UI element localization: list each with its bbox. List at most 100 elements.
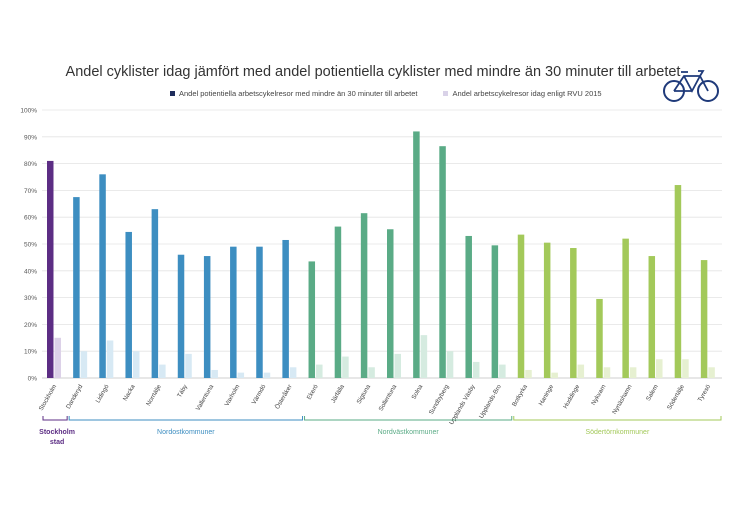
bar-potential xyxy=(674,185,682,378)
y-tick-label: 100% xyxy=(20,108,37,115)
x-tick-label: Lidingö xyxy=(94,383,110,404)
bar-potential xyxy=(151,209,159,378)
bar-potential xyxy=(360,213,368,378)
x-tick-label: Sundbyberg xyxy=(428,383,451,416)
bar-current xyxy=(289,367,297,378)
bar-current xyxy=(603,367,611,378)
group-bracket xyxy=(304,416,513,421)
bar-current xyxy=(472,361,480,378)
bar-current xyxy=(132,351,140,378)
bar-potential xyxy=(491,245,499,378)
y-tick-label: 40% xyxy=(24,268,37,275)
x-tick-label: Nykvarn xyxy=(590,383,608,407)
bar-current xyxy=(551,372,558,378)
legend-item-current: Andel arbetscykelresor idag enligt RVU 2… xyxy=(443,89,602,98)
y-tick-label: 60% xyxy=(24,215,37,222)
group-label: Södertörnkommuner xyxy=(585,429,649,436)
x-tick-label: Solna xyxy=(410,383,424,401)
x-tick-label: Upplands-Bro xyxy=(478,383,503,420)
bar-potential xyxy=(439,146,446,378)
bar-potential xyxy=(517,234,525,378)
bar-current xyxy=(656,359,663,378)
group-bracket xyxy=(68,416,304,421)
x-tick-label: Värmdö xyxy=(251,383,268,406)
bar-potential xyxy=(413,131,420,378)
bar-current xyxy=(316,364,323,378)
x-tick-label: Danderyd xyxy=(65,383,85,410)
legend-item-potential: Andel potientiella arbetscykelresor med … xyxy=(170,89,417,98)
bar-potential xyxy=(465,235,472,378)
y-tick-label: 30% xyxy=(24,295,37,302)
y-tick-label: 0% xyxy=(28,376,38,383)
x-tick-label: Tyresö xyxy=(697,383,713,403)
bar-potential xyxy=(282,239,289,378)
bar-current xyxy=(499,364,506,378)
bar-potential xyxy=(700,260,708,378)
bar-potential xyxy=(387,229,394,378)
bar-current xyxy=(106,340,114,378)
bar-potential xyxy=(125,231,132,378)
x-tick-label: Järfälla xyxy=(330,383,346,404)
bar-current xyxy=(237,372,245,378)
y-tick-label: 10% xyxy=(24,349,37,356)
x-tick-label: Haninge xyxy=(538,383,556,407)
legend: Andel potientiella arbetscykelresor med … xyxy=(170,89,602,98)
bar-potential xyxy=(99,174,106,378)
bar-potential xyxy=(230,246,237,378)
x-tick-label: Ekerö xyxy=(306,383,320,401)
bar-current xyxy=(682,359,689,378)
x-tick-label: Huddinge xyxy=(562,383,582,410)
group-label: Nordvästkommuner xyxy=(378,429,440,436)
bar-current xyxy=(525,369,532,378)
group-bracket xyxy=(513,416,722,421)
bar-potential xyxy=(308,261,316,378)
bar-potential xyxy=(256,246,263,378)
y-tick-label: 70% xyxy=(24,188,37,195)
bar-current xyxy=(368,367,375,378)
group-label: stad xyxy=(50,439,64,446)
bar-current xyxy=(80,351,88,378)
legend-label-current: Andel arbetscykelresor idag enligt RVU 2… xyxy=(452,89,602,98)
x-tick-label: Salem xyxy=(645,384,660,403)
bar-current xyxy=(708,367,715,378)
x-tick-label: Norrtälje xyxy=(145,383,163,407)
bar-potential xyxy=(596,298,603,378)
y-tick-label: 50% xyxy=(24,242,37,249)
group-bracket xyxy=(42,416,68,421)
bar-potential xyxy=(47,160,54,378)
bar-current xyxy=(159,364,166,378)
bar-current xyxy=(446,351,454,378)
chart-title: Andel cyklister idag jämfört med andel p… xyxy=(65,64,681,80)
bar-potential xyxy=(203,256,211,378)
y-tick-label: 90% xyxy=(24,134,37,141)
x-tick-label: Vallentuna xyxy=(195,383,216,412)
bar-current xyxy=(211,369,218,378)
legend-swatch-current xyxy=(443,91,449,96)
bar-potential xyxy=(543,242,551,378)
bar-current xyxy=(629,367,637,378)
legend-label-potential: Andel potientiella arbetscykelresor med … xyxy=(179,89,418,98)
bar-current xyxy=(185,353,192,378)
x-tick-label: Botkyrka xyxy=(511,383,529,408)
bar-current xyxy=(263,372,271,378)
bar-potential xyxy=(177,254,185,378)
x-tick-label: Täby xyxy=(176,383,189,399)
x-tick-label: Österåker xyxy=(274,384,294,411)
bar-current xyxy=(577,364,585,378)
x-tick-label: Sollentuna xyxy=(378,383,399,412)
bar-potential xyxy=(334,226,342,378)
bar-potential xyxy=(73,197,80,378)
bar-current xyxy=(394,353,401,378)
bar-potential xyxy=(648,256,656,378)
bicycle-icon xyxy=(663,70,719,102)
x-tick-label: Södertälje xyxy=(666,383,686,411)
x-tick-label: Stockholm xyxy=(38,384,59,413)
legend-swatch-potential xyxy=(170,91,175,96)
bar-potential xyxy=(622,238,629,378)
bar-current xyxy=(54,337,61,378)
x-tick-label: Vaxholm xyxy=(223,384,241,408)
x-tick-label: Nynäshamn xyxy=(611,383,634,416)
group-label: Nordostkommuner xyxy=(157,429,215,436)
y-tick-label: 80% xyxy=(24,161,37,168)
bar-potential xyxy=(570,248,577,378)
